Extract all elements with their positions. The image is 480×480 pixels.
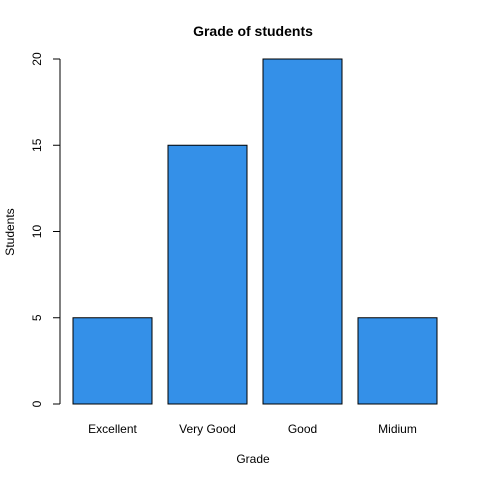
x-tick-label: Very Good: [179, 422, 236, 436]
y-tick-label: 0: [30, 400, 44, 407]
bar-midium: [357, 317, 438, 405]
bar-excellent: [72, 317, 153, 405]
chart-title: Grade of students: [193, 23, 313, 39]
x-tick-label: Good: [288, 422, 317, 436]
x-tick-label: Midium: [378, 422, 417, 436]
bars-group: [72, 58, 438, 405]
y-axis-label: Students: [3, 208, 17, 255]
y-tick-label: 5: [30, 314, 44, 321]
x-tick-label: Excellent: [88, 422, 137, 436]
bar-very-good: [167, 144, 248, 405]
y-tick-label: 10: [30, 225, 44, 239]
y-tick-label: 15: [30, 138, 44, 152]
bar-good: [262, 58, 343, 405]
x-tick-labels: Excellent Very Good Good Midium: [88, 422, 417, 436]
x-axis-label: Grade: [236, 452, 270, 466]
y-tick-label: 20: [30, 52, 44, 66]
y-axis: 0 5 10 15 20: [30, 52, 61, 407]
